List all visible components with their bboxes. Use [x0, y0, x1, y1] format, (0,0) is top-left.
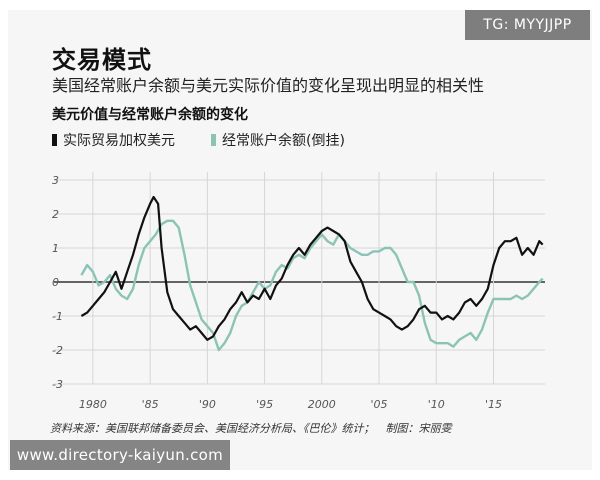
x-tick-label: 1980	[79, 398, 107, 411]
legend-swatch-account	[211, 134, 216, 146]
y-tick-label: 3	[52, 174, 59, 187]
series-line-account	[80, 219, 544, 352]
watermark-url: www.directory-kaiyun.com	[10, 440, 230, 470]
chart-title: 美元价值与经常账户余额的变化	[52, 107, 248, 123]
x-tick-label: '85	[142, 398, 159, 411]
series-line-dollar	[80, 195, 544, 341]
y-tick-label: 0	[52, 276, 59, 289]
tg-badge: TG: MYYJJPP	[465, 10, 590, 40]
y-tick-label: -2	[52, 344, 63, 357]
chart-card	[8, 10, 592, 470]
y-tick-label: 1	[52, 242, 59, 255]
y-tick-label: 2	[52, 208, 59, 221]
legend-item-account: 经常账户余额(倒挂)	[211, 130, 345, 150]
y-tick-label: -1	[52, 310, 63, 323]
x-tick-label: '10	[428, 398, 445, 411]
x-tick-label: '15	[485, 398, 502, 411]
chart-legend: 实际贸易加权美元 经常账户余额(倒挂)	[52, 130, 381, 150]
legend-label-account: 经常账户余额(倒挂)	[222, 133, 345, 149]
source-note: 资料来源：美国联邦储备委员会、美国经济分析局、《巴伦》统计； 制图：宋丽雯	[50, 422, 452, 435]
x-tick-label: '05	[371, 398, 388, 411]
legend-label-dollar: 实际贸易加权美元	[63, 133, 175, 149]
x-tick-label: '90	[199, 398, 216, 411]
page-title: 交易模式	[52, 46, 152, 74]
x-tick-label: '95	[256, 398, 273, 411]
legend-swatch-dollar	[52, 134, 57, 146]
legend-item-dollar: 实际贸易加权美元	[52, 130, 175, 150]
y-tick-label: -3	[52, 378, 63, 391]
x-tick-label: 2000	[308, 398, 336, 411]
page-subtitle: 美国经常账户余额与美元实际价值的变化呈现出明显的相关性	[52, 76, 485, 95]
